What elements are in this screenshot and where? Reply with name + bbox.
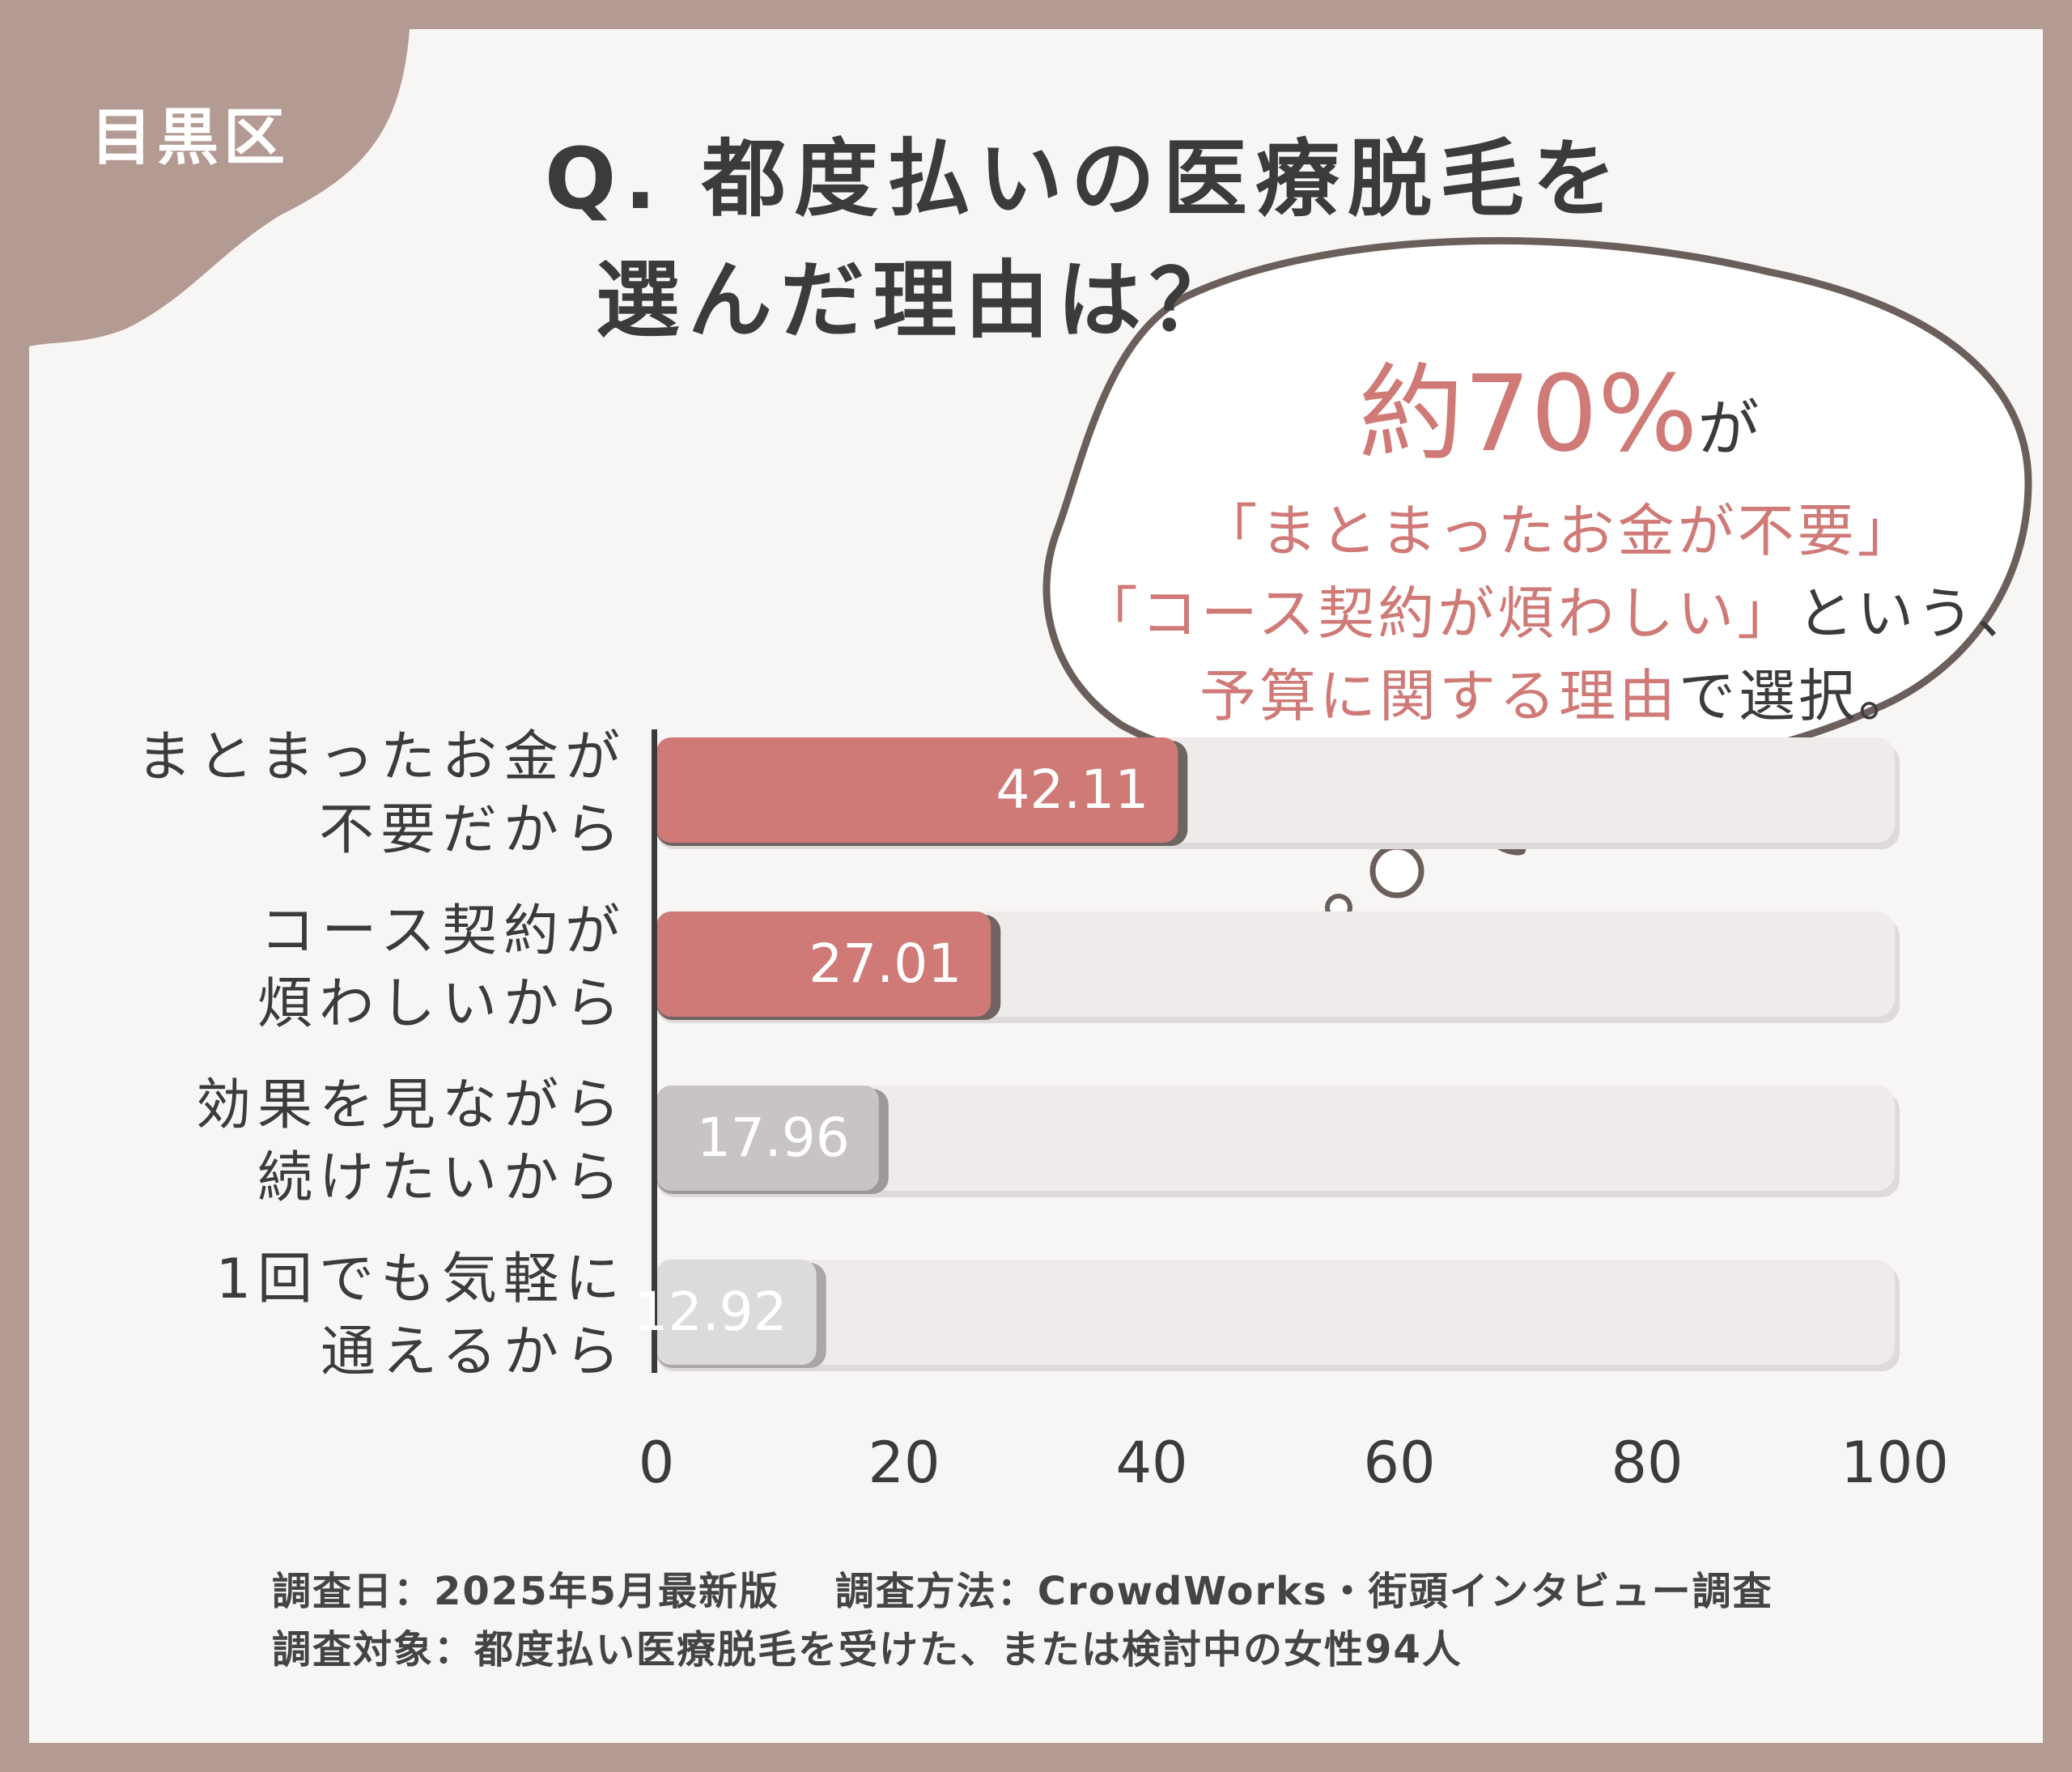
callout-line-3-rest: で選択。 — [1679, 663, 1918, 729]
category-label: 効果を見ながら続けたいから — [60, 1069, 626, 1215]
footer-line-2: 調査対象：都度払い医療脱毛を受けた、または検討中の女性94人 — [272, 1627, 1463, 1672]
callout-line-1: 「まとまったお金が不要」 — [1200, 498, 1917, 564]
infographic: 目黒区 Q. 都度払いの医療脱毛を 選んだ理由は？ 約70%が 「まとまったお金… — [29, 29, 2043, 1743]
category-label: まとまったお金が不要だから — [60, 721, 626, 867]
callout-headline: 約70%が — [1073, 353, 2043, 490]
x-tick-label: 20 — [868, 1430, 940, 1496]
x-tick-label: 0 — [638, 1430, 675, 1496]
bar-1 — [656, 737, 1178, 843]
title-line-1: Q. 都度払いの医療脱毛を — [544, 130, 1625, 228]
value-label: 12.92 — [634, 1281, 788, 1343]
bar-4 — [656, 1260, 817, 1365]
chart-title: Q. 都度払いの医療脱毛を 選んだ理由は？ — [29, 118, 2043, 361]
region-label: 目黒区 — [91, 101, 290, 173]
category-label-line: 煩わしいから — [257, 972, 626, 1036]
category-label-line: まとまったお金が — [136, 725, 626, 789]
category-label-line: 不要だから — [318, 798, 626, 862]
decoration-layer — [29, 29, 2032, 1373]
x-tick-label: 80 — [1611, 1430, 1684, 1496]
x-tick-label: 60 — [1363, 1430, 1436, 1496]
category-label-line: コース契約が — [260, 899, 626, 963]
callout-line-2-accent: 「コース契約が煩わしい」 — [1081, 580, 1798, 647]
value-label: 17.96 — [696, 1107, 850, 1169]
callout-line-2-rest: という、 — [1797, 580, 2037, 647]
category-label-line: 続けたいから — [257, 1146, 626, 1210]
value-label: 27.01 — [809, 933, 962, 995]
bar-chart — [652, 729, 1900, 1373]
category-label-line: 効果を見ながら — [195, 1073, 626, 1137]
category-label: 1回でも気軽に通えるから — [60, 1243, 626, 1389]
footer-line-1: 調査日：2025年5月最新版 調査方法：CrowdWorks・街頭インタビュー調… — [272, 1569, 1773, 1614]
callout-line-3: 予算に関する理由で選択。 — [1073, 655, 2043, 737]
category-label-line: 通えるから — [321, 1320, 626, 1384]
bar-2 — [656, 911, 991, 1017]
y-axis-line — [652, 729, 657, 1373]
callout-text: 約70%が 「まとまったお金が不要」 「コース契約が煩わしい」という、 予算に関… — [1073, 353, 2043, 737]
callout-line-2: 「コース契約が煩わしい」という、 — [1073, 572, 2043, 655]
corner-blob — [29, 29, 410, 346]
title-line-2: 選んだ理由は？ — [595, 251, 1242, 350]
bar-3 — [656, 1086, 879, 1191]
bar-track — [656, 1086, 1895, 1191]
bar-track — [656, 1260, 1895, 1365]
callout-headline-suffix: が — [1697, 393, 1760, 465]
callout-line-3-accent: 予算に関する理由 — [1199, 663, 1679, 729]
x-tick-label: 40 — [1115, 1430, 1188, 1496]
x-tick-label: 100 — [1841, 1430, 1949, 1496]
category-label-line: 1回でも気軽に — [215, 1247, 626, 1311]
callout-headline-value: 約70% — [1358, 352, 1698, 475]
category-label: コース契約が 煩わしいから — [60, 895, 626, 1041]
value-label: 42.11 — [996, 759, 1149, 821]
bubble-dot-large — [1369, 844, 1424, 899]
